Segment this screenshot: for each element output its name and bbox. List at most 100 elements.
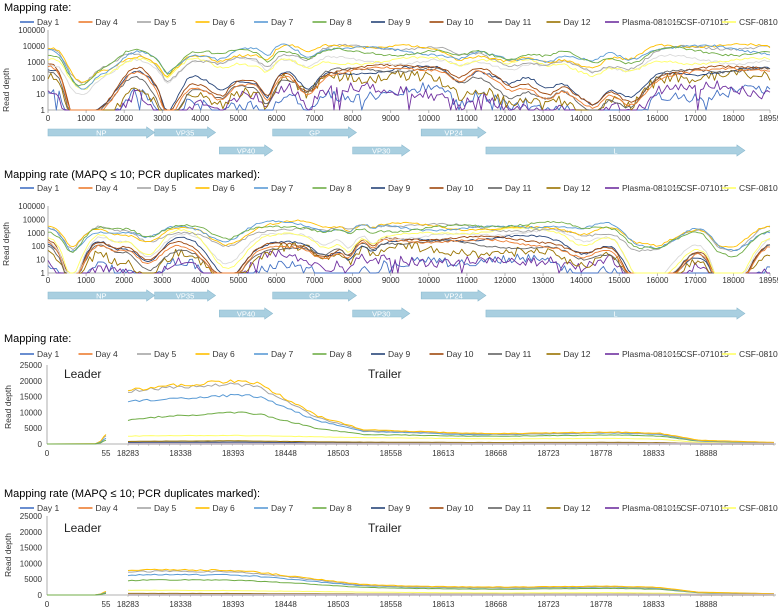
y-tick-label: 10000: [23, 42, 46, 51]
panel-3-axis-title: Read depth: [3, 385, 13, 429]
x-tick-label: 18558: [380, 600, 403, 609]
y-tick-label: 10000: [20, 559, 43, 568]
panel-1-axis-title: Read depth: [1, 68, 11, 112]
panel-1-title: Mapping rate:: [4, 2, 71, 14]
y-tick-label: 20000: [20, 377, 43, 386]
x-tick-label: 5000: [230, 276, 248, 285]
gene-arrow-vp24: [420, 126, 487, 139]
legend-label-day-1: Day 1: [37, 17, 59, 27]
legend-label-plasma-081015: Plasma-081015: [622, 349, 682, 359]
panel-4-legend: Day 1 Day 4 Day 5 Day 6 Day 7 Day 8 Day 9 Day 1…: [20, 503, 778, 513]
legend-label-day-7: Day 7: [271, 183, 293, 193]
legend-label-day-9: Day 9: [388, 503, 410, 513]
y-tick-label: 25000: [20, 361, 43, 370]
legend-label-day-6: Day 6: [213, 349, 235, 359]
gene-arrow-gp: [272, 126, 357, 139]
panel-4-title: Mapping rate (MAPQ ≤ 10; PCR duplicates …: [4, 488, 260, 500]
series-line-day-5: [47, 43, 771, 84]
x-tick-label: 18338: [169, 600, 192, 609]
gene-arrow-np: [47, 289, 156, 302]
x-tick-label: 16000: [646, 114, 669, 123]
legend-label-day-10: Day 10: [447, 183, 474, 193]
series-line-day-8: [47, 46, 771, 87]
x-tick-label: 15000: [608, 114, 631, 123]
legend-label-day-6: Day 6: [213, 17, 235, 27]
x-tick-label: 18959: [759, 114, 778, 123]
series-line-day-5: [47, 222, 771, 252]
x-tick-label: 18668: [485, 600, 508, 609]
x-tick-label: 1000: [77, 114, 95, 123]
legend-label-csf-071015: CSF-071015: [681, 503, 729, 513]
x-tick-label: 18888: [695, 600, 718, 609]
x-tick-label: 18613: [432, 600, 455, 609]
x-tick-label: 7000: [306, 276, 324, 285]
leader-line-day-8: [47, 592, 107, 596]
y-tick-label: 15000: [20, 393, 43, 402]
gene-label-gp: GP: [309, 292, 320, 301]
legend-label-day-7: Day 7: [271, 17, 293, 27]
x-tick-label: 3000: [153, 276, 171, 285]
y-tick-label: 5000: [24, 424, 42, 433]
series-line-day-8: [48, 220, 771, 258]
x-tick-label: 18778: [590, 600, 613, 609]
series-line-csf-081015: [47, 56, 771, 90]
x-tick-label: 14000: [570, 276, 593, 285]
x-tick-label: 0: [45, 600, 50, 609]
gene-label-l: L: [613, 147, 617, 156]
x-tick-label: 4000: [191, 276, 209, 285]
x-tick-label: 17000: [684, 114, 707, 123]
gene-arrow-vp35: [154, 126, 217, 139]
y-tick-label: 100: [32, 74, 46, 83]
x-tick-label: 17000: [684, 276, 707, 285]
x-tick-label: 18613: [432, 449, 455, 458]
legend-label-day-10: Day 10: [447, 503, 474, 513]
gene-label-vp24: VP24: [444, 129, 462, 138]
x-tick-label: 18448: [275, 449, 298, 458]
x-tick-label: 18338: [169, 449, 192, 458]
gene-arrow-vp24: [420, 289, 487, 302]
y-tick-label: 10: [36, 90, 45, 99]
panel-4-leader-label: Leader: [64, 521, 101, 535]
x-tick-label: 9000: [382, 276, 400, 285]
x-tick-label: 18503: [327, 449, 350, 458]
legend-label-day-1: Day 1: [37, 183, 59, 193]
legend-label-day-6: Day 6: [213, 183, 235, 193]
x-tick-label: 11000: [456, 114, 478, 123]
x-tick-label: 0: [45, 449, 50, 458]
legend-label-day-12: Day 12: [564, 183, 591, 193]
legend-label-day-11: Day 11: [505, 349, 532, 359]
series-line-day-7: [47, 219, 771, 253]
y-tick-label: 10000: [23, 215, 46, 224]
x-tick-label: 18778: [590, 449, 613, 458]
legend-label-csf-071015: CSF-071015: [681, 183, 729, 193]
y-tick-label: 100: [32, 242, 46, 251]
gene-arrow-np: [47, 126, 156, 139]
legend-label-day-1: Day 1: [37, 503, 59, 513]
legend-label-day-4: Day 4: [96, 503, 118, 513]
legend-label-day-5: Day 5: [154, 349, 176, 359]
x-tick-label: 18283: [117, 600, 140, 609]
trailer-line-day-12: [127, 440, 774, 445]
legend-label-day-8: Day 8: [330, 349, 352, 359]
x-tick-label: 13000: [532, 114, 555, 123]
series-line-day-7: [47, 43, 771, 90]
x-tick-label: 12000: [494, 114, 517, 123]
trailer-line-day-6: [127, 568, 775, 595]
y-tick-label: 0: [38, 591, 43, 600]
x-tick-label: 13000: [532, 276, 555, 285]
x-tick-label: 18959: [759, 276, 778, 285]
gene-label-vp30: VP30: [372, 147, 390, 156]
x-tick-label: 18393: [222, 449, 245, 458]
x-tick-label: 18723: [537, 600, 560, 609]
panel-2-title: Mapping rate (MAPQ ≤ 10; PCR duplicates …: [4, 169, 260, 181]
legend-label-csf-081015: CSF-081015: [739, 503, 778, 513]
y-tick-label: 1000: [27, 58, 45, 67]
y-tick-label: 100000: [18, 202, 45, 211]
x-tick-label: 4000: [191, 114, 209, 123]
legend-label-day-8: Day 8: [330, 503, 352, 513]
x-tick-label: 6000: [268, 114, 286, 123]
panel-2: Mapping rate (MAPQ ≤ 10; PCR duplicates …: [1, 169, 778, 320]
legend-label-day-11: Day 11: [505, 17, 532, 27]
panel-1-legend: Day 1 Day 4 Day 5 Day 6 Day 7 Day 8 Day 9 Day 1…: [20, 17, 778, 27]
